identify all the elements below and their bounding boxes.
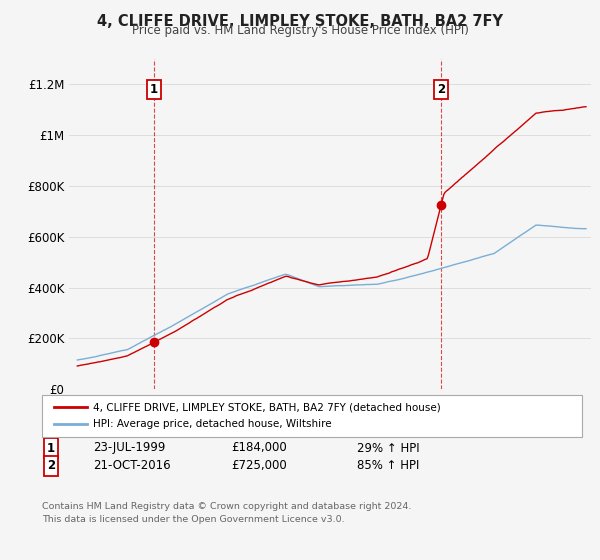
Text: 2: 2 [437, 83, 446, 96]
Text: 4, CLIFFE DRIVE, LIMPLEY STOKE, BATH, BA2 7FY: 4, CLIFFE DRIVE, LIMPLEY STOKE, BATH, BA… [97, 14, 503, 29]
Text: 21-OCT-2016: 21-OCT-2016 [93, 459, 170, 473]
Text: 23-JUL-1999: 23-JUL-1999 [93, 441, 166, 455]
Text: 2: 2 [47, 459, 55, 473]
Text: £725,000: £725,000 [231, 459, 287, 473]
Text: 1: 1 [150, 83, 158, 96]
Text: This data is licensed under the Open Government Licence v3.0.: This data is licensed under the Open Gov… [42, 515, 344, 524]
Text: £184,000: £184,000 [231, 441, 287, 455]
Text: 1: 1 [47, 441, 55, 455]
Text: Contains HM Land Registry data © Crown copyright and database right 2024.: Contains HM Land Registry data © Crown c… [42, 502, 412, 511]
Text: 29% ↑ HPI: 29% ↑ HPI [357, 441, 419, 455]
Text: 85% ↑ HPI: 85% ↑ HPI [357, 459, 419, 473]
Text: 4, CLIFFE DRIVE, LIMPLEY STOKE, BATH, BA2 7FY (detached house): 4, CLIFFE DRIVE, LIMPLEY STOKE, BATH, BA… [93, 402, 441, 412]
Text: HPI: Average price, detached house, Wiltshire: HPI: Average price, detached house, Wilt… [93, 419, 332, 429]
Text: Price paid vs. HM Land Registry's House Price Index (HPI): Price paid vs. HM Land Registry's House … [131, 24, 469, 37]
